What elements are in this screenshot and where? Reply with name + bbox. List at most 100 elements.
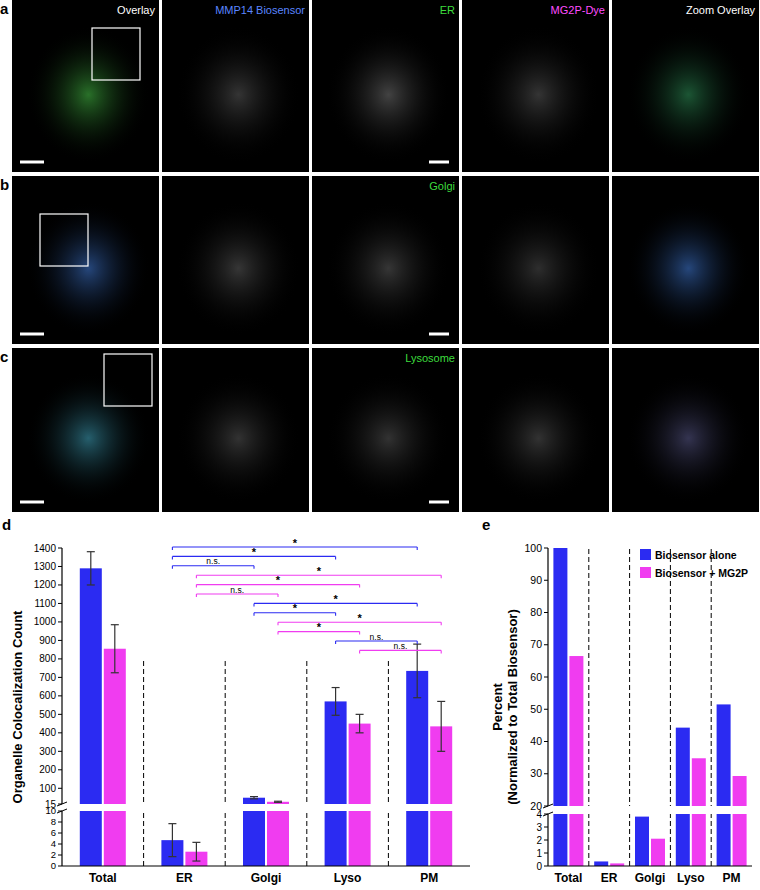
y-tick-label: 300 <box>39 746 56 757</box>
image-panel <box>162 0 309 172</box>
category-separator <box>629 548 630 866</box>
bar <box>569 656 583 866</box>
y-tick <box>544 741 548 742</box>
y-tick <box>544 814 548 815</box>
cell-signal <box>177 26 300 164</box>
x-tick-label: PM <box>420 871 438 885</box>
y-tick <box>58 833 62 834</box>
y-tick <box>58 844 62 845</box>
error-cap <box>437 751 445 752</box>
zoom-box <box>92 28 140 80</box>
y-tick-label: 1 <box>536 848 542 859</box>
y-tick-label: 90 <box>530 574 542 586</box>
scale-bar <box>429 501 449 504</box>
y-tick-label: 15 <box>45 799 57 810</box>
cell-signal <box>477 373 600 504</box>
error-cap <box>250 796 258 797</box>
error-cap <box>332 687 340 688</box>
bracket-end <box>172 547 173 550</box>
y-tick <box>58 769 62 770</box>
error-stem <box>359 714 360 732</box>
image-panel <box>162 348 309 512</box>
error-cap <box>437 701 445 702</box>
image-panel <box>312 176 459 344</box>
y-axis <box>61 548 62 804</box>
scale-bar <box>20 161 44 164</box>
panel-label: a <box>0 0 9 17</box>
y-tick-label: 400 <box>39 727 56 738</box>
bracket-end <box>277 632 278 635</box>
y-tick-label: 200 <box>39 764 56 775</box>
bracket-end <box>417 603 418 606</box>
bracket-end <box>359 585 360 588</box>
significance-label: * <box>276 574 281 586</box>
error-cap <box>332 715 340 716</box>
y-tick <box>58 603 62 604</box>
bar <box>676 728 690 866</box>
bracket-end <box>253 613 254 616</box>
y-tick-label: 40 <box>530 735 542 747</box>
category-separator <box>670 548 671 866</box>
bracket-end <box>172 566 173 569</box>
error-cap <box>168 823 176 824</box>
image-panel <box>612 176 759 344</box>
error-cap <box>192 842 200 843</box>
y-tick <box>544 677 548 678</box>
y-tick-label: 70 <box>530 638 542 650</box>
bar <box>553 548 567 866</box>
bracket-end <box>441 575 442 578</box>
zoom-box <box>40 214 88 266</box>
bracket-end <box>417 547 418 550</box>
y-tick <box>544 709 548 710</box>
bracket-end <box>359 650 360 653</box>
y-tick <box>58 695 62 696</box>
category-separator <box>306 660 307 866</box>
y-tick <box>58 640 62 641</box>
error-cap <box>250 798 258 799</box>
x-tick-label: Lyso <box>677 871 705 885</box>
y-tick-label: 4 <box>51 838 56 849</box>
y-tick-label: 100 <box>39 783 56 794</box>
y-tick <box>58 855 62 856</box>
y-tick-label: 1000 <box>34 616 57 627</box>
error-stem <box>335 688 336 716</box>
error-cap <box>87 551 95 552</box>
x-tick-label: Total <box>555 871 583 885</box>
y-tick-label: 900 <box>39 635 56 646</box>
y-tick-label: 100 <box>524 542 542 554</box>
bar <box>635 817 649 866</box>
bracket-end <box>441 650 442 653</box>
axis-break <box>542 806 752 814</box>
error-cap <box>168 856 176 857</box>
error-bar <box>192 842 200 861</box>
axis-break <box>56 804 470 811</box>
y-tick <box>544 827 548 828</box>
y-tick <box>58 584 62 585</box>
legend-label: Biosensor + MG2P <box>655 567 748 579</box>
y-tick-label: 0 <box>536 861 542 872</box>
y-tick-label: 1300 <box>34 561 57 572</box>
bracket-end <box>172 556 173 559</box>
cell-signal <box>477 26 600 164</box>
error-cap <box>87 584 95 585</box>
legend-swatch <box>640 567 651 578</box>
bracket-end <box>253 603 254 606</box>
bracket-end <box>253 566 254 569</box>
y-tick-label: 1400 <box>34 543 57 554</box>
cell-signal <box>627 201 750 335</box>
y-tick <box>58 714 62 715</box>
y-tick <box>58 804 62 805</box>
bracket-end <box>335 613 336 616</box>
axis-title: Percent <box>490 682 505 730</box>
image-panel <box>12 0 159 172</box>
error-stem <box>196 842 197 861</box>
image-panel <box>162 176 309 344</box>
y-tick <box>58 811 62 812</box>
x-tick-label: Lyso <box>334 871 362 885</box>
x-axis <box>548 865 752 866</box>
significance-label: n.s. <box>394 641 408 651</box>
image-title: Zoom Overlay <box>686 4 756 16</box>
error-bar <box>87 552 95 585</box>
cell-signal <box>177 201 300 335</box>
significance-label: n.s. <box>206 556 220 566</box>
